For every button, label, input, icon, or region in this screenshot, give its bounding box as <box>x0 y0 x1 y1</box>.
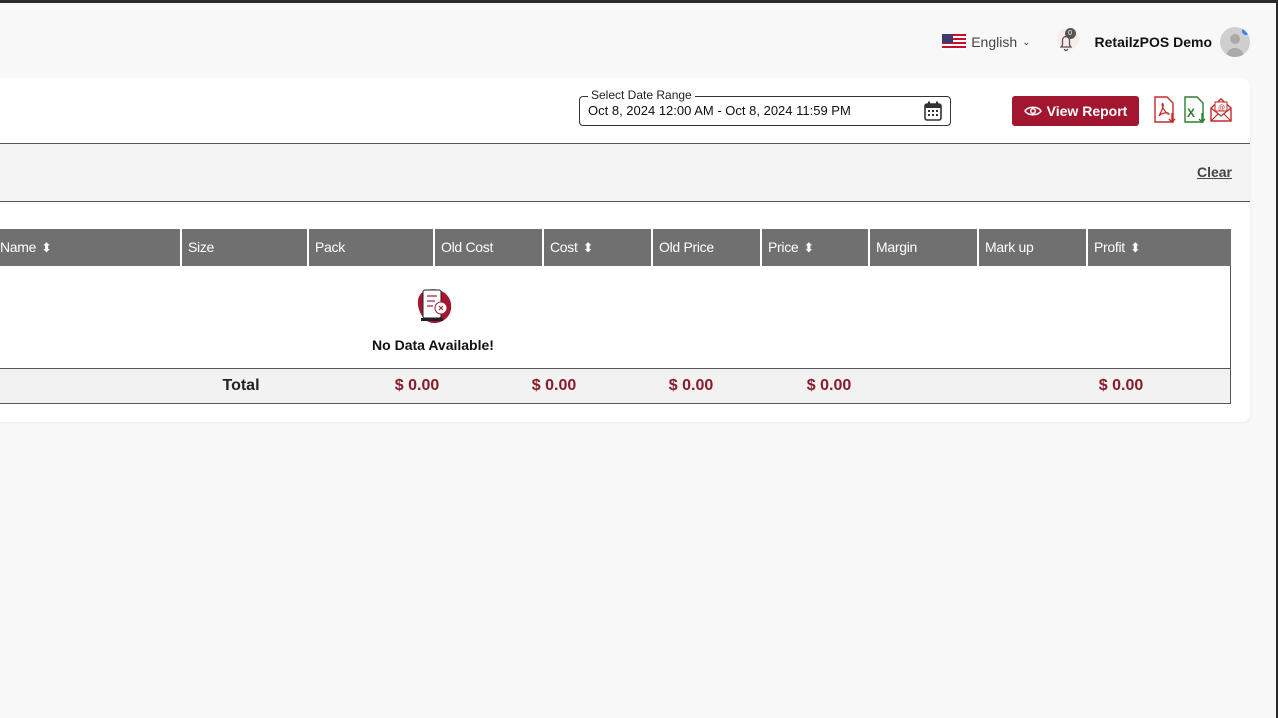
window-frame <box>0 0 1278 3</box>
eye-icon <box>1023 106 1042 116</box>
online-status-dot <box>1242 27 1250 35</box>
no-data-icon <box>417 289 452 324</box>
total-old-price: $ 0.00 <box>668 377 714 394</box>
column-header-profit[interactable]: Profit ⬍ <box>1086 229 1231 266</box>
report-table: Name ⬍ Size Pack Old Cost Cost ⬍ Old Price Price… <box>0 229 1231 404</box>
total-price: $ 0.00 <box>806 377 852 394</box>
column-label: Name <box>0 239 37 255</box>
column-label: Mark up <box>985 239 1034 255</box>
column-label: Profit <box>1094 239 1125 255</box>
column-label: Old Price <box>659 239 714 255</box>
calendar-icon[interactable] <box>924 101 942 121</box>
language-label: English <box>971 34 1018 50</box>
total-profit: $ 0.00 <box>1098 377 1144 394</box>
total-old-cost: $ 0.00 <box>394 377 440 394</box>
svg-text:X: X <box>1187 106 1195 120</box>
column-header-pack: Pack <box>307 229 433 266</box>
window-frame-edge <box>1276 0 1278 718</box>
empty-state: No Data Available! <box>0 266 866 353</box>
notification-count: 0 <box>1064 28 1076 39</box>
date-range-picker[interactable]: Select Date Range Oct 8, 2024 12:00 AM -… <box>579 88 951 126</box>
column-header-name[interactable]: Name ⬍ <box>0 229 180 266</box>
chevron-down-icon: ⌄ <box>1022 36 1031 48</box>
sort-icon[interactable]: ⬍ <box>582 240 594 255</box>
top-bar: English ⌄ 0 RetailzPOS Demo <box>942 24 1250 60</box>
column-label: Cost <box>550 239 578 255</box>
column-header-margin: Margin <box>868 229 977 266</box>
column-header-size: Size <box>180 229 307 266</box>
column-label: Margin <box>876 239 917 255</box>
view-report-label: View Report <box>1046 103 1128 119</box>
column-header-old-price: Old Price <box>651 229 760 266</box>
column-header-cost[interactable]: Cost ⬍ <box>542 229 651 266</box>
date-range-label: Select Date Range <box>588 88 695 102</box>
export-excel-icon[interactable]: X <box>1183 96 1207 124</box>
us-flag-icon <box>942 34 967 50</box>
report-card: Select Date Range Oct 8, 2024 12:00 AM -… <box>0 78 1250 422</box>
table-body: No Data Available! <box>0 266 1231 368</box>
column-header-mark-up: Mark up <box>977 229 1086 266</box>
notifications-button[interactable]: 0 <box>1053 28 1079 55</box>
no-data-text: No Data Available! <box>372 337 494 353</box>
sort-icon[interactable]: ⬍ <box>41 240 52 255</box>
report-header: Select Date Range Oct 8, 2024 12:00 AM -… <box>0 78 1250 144</box>
total-label: Total <box>222 377 260 394</box>
sort-icon[interactable]: ⬍ <box>803 240 814 255</box>
column-label: Old Cost <box>441 239 494 255</box>
sort-icon[interactable]: ⬍ <box>1129 240 1141 255</box>
totals-row: Total $ 0.00 $ 0.00 $ 0.00 $ 0.00 $ 0.00 <box>0 368 1231 404</box>
column-header-price[interactable]: Price ⬍ <box>760 229 868 266</box>
filter-bar: Clear <box>0 144 1250 202</box>
column-label: Size <box>188 239 215 255</box>
export-pdf-icon[interactable] <box>1153 96 1177 124</box>
view-report-button[interactable]: View Report <box>1012 96 1139 126</box>
email-report-icon[interactable]: @ <box>1209 96 1233 124</box>
clear-filters-link[interactable]: Clear <box>1196 164 1232 180</box>
svg-text:@: @ <box>1218 105 1225 112</box>
total-cost: $ 0.00 <box>531 377 577 394</box>
column-label: Pack <box>315 239 345 255</box>
column-header-old-cost: Old Cost <box>433 229 542 266</box>
table-header: Name ⬍ Size Pack Old Cost Cost ⬍ Old Price Price… <box>0 229 1231 266</box>
user-name[interactable]: RetailzPOS Demo <box>1094 34 1212 50</box>
column-label: Price <box>768 239 799 255</box>
date-range-value: Oct 8, 2024 12:00 AM - Oct 8, 2024 11:59… <box>588 103 851 118</box>
language-selector[interactable]: English ⌄ <box>942 34 1031 50</box>
avatar[interactable] <box>1220 27 1250 57</box>
user-silhouette-icon <box>1226 34 1244 57</box>
